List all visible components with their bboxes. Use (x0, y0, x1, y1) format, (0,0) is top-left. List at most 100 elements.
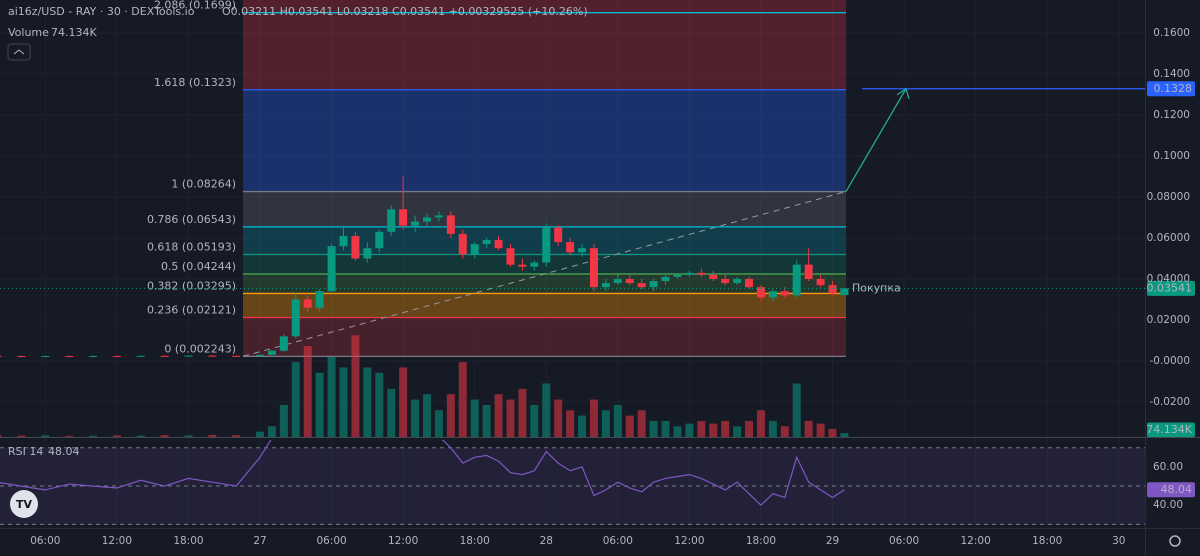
candle-body (160, 355, 169, 357)
candle-body (399, 209, 408, 226)
candle-body (315, 291, 324, 308)
candle-body (339, 235, 348, 247)
volume-bar (637, 410, 646, 437)
candle-body (792, 264, 801, 296)
x-tick-label: 18:00 (1032, 535, 1062, 547)
candle-body (578, 248, 587, 253)
fib-level-label: 0.5 (0.04244) (161, 260, 236, 273)
volume-bar (351, 335, 360, 437)
candle-body (721, 278, 730, 284)
candle-body (375, 231, 384, 249)
x-tick-label: 18:00 (173, 535, 203, 547)
x-tick-label: 12:00 (102, 535, 132, 547)
y-tick-label: 0.1200 (1153, 109, 1190, 121)
rsi-label: RSI 14 (8, 445, 43, 458)
rsi-badge-bg (1147, 482, 1195, 498)
volume-bar (291, 362, 300, 437)
symbol-title[interactable]: ai16z/USD - RAY · 30 · DEXTools.io (8, 5, 195, 18)
trend-line (242, 191, 847, 357)
x-tick-label: 18:00 (460, 535, 490, 547)
candle-body (649, 281, 658, 288)
candle-body (816, 278, 825, 286)
candle-body (589, 248, 598, 288)
volume-bar (112, 435, 121, 437)
candle-body (136, 355, 145, 357)
y-tick-label: 0.06000 (1147, 232, 1190, 244)
candle-body (89, 356, 98, 358)
volume-bar (566, 410, 575, 437)
rsi-badge: 48.04 (1161, 483, 1193, 496)
candle-body (613, 278, 622, 284)
x-tick-label: 06:00 (30, 535, 60, 547)
volume-bar (733, 426, 742, 437)
target-badge: 0.1328 (1154, 82, 1193, 95)
volume-bar (279, 404, 288, 437)
candle-body (566, 242, 575, 253)
y-tick-label: -0.0000 (1149, 355, 1190, 367)
volume-bar (387, 388, 396, 437)
volume-bar (625, 415, 634, 437)
y-tick-label: 0.04000 (1147, 273, 1190, 285)
fib-level-label: 0.786 (0.06543) (147, 213, 236, 226)
y-tick-label: 0.08000 (1147, 191, 1190, 203)
x-tick-label: 18:00 (746, 535, 776, 547)
volume-bar (327, 356, 336, 437)
volume-bar (375, 372, 384, 437)
volume-bar (780, 426, 789, 437)
volume-bar (136, 435, 145, 437)
volume-bar (840, 433, 849, 437)
volume-bar (589, 399, 598, 437)
volume-bar (41, 435, 50, 437)
rsi-tick-label: 40.00 (1153, 499, 1183, 511)
candle-body (828, 285, 837, 294)
volume-bar (673, 426, 682, 437)
volume-bar (232, 435, 241, 437)
candle-body (482, 240, 491, 245)
fib-level-label: 0 (0.002243) (164, 342, 236, 355)
logo[interactable] (10, 490, 38, 518)
volume-bar (458, 362, 467, 437)
volume-bar (756, 410, 765, 437)
volume-bar (661, 420, 670, 437)
fib-zone (243, 293, 846, 318)
volume-bar (184, 435, 193, 437)
price-badge-bg (1147, 280, 1195, 296)
y-tick-label: 0.02000 (1147, 314, 1190, 326)
volume-bar (542, 383, 551, 437)
candle-body (780, 291, 789, 296)
volume-bar (339, 367, 348, 437)
volume-bar (745, 420, 754, 437)
candle-body (41, 356, 50, 358)
volume-bar (601, 410, 610, 437)
volume-bar (697, 420, 706, 437)
volume-bar (554, 399, 563, 437)
fib-level-label: 0.382 (0.03295) (147, 279, 236, 292)
x-tick-label: 06:00 (603, 535, 633, 547)
candle-body (733, 278, 742, 284)
candle-body (697, 272, 706, 275)
collapse-button[interactable] (7, 43, 31, 61)
ohlc-legend: O0.03211 H0.03541 L0.03218 C0.03541 +0.0… (222, 5, 588, 18)
candle-body (470, 244, 479, 255)
volume-bar (267, 426, 276, 437)
rsi-line (0, 440, 845, 507)
fib-level-label: 1.618 (0.1323) (154, 76, 236, 89)
x-tick-label: 12:00 (388, 535, 418, 547)
x-tick-label: 29 (826, 535, 839, 547)
candle-body (434, 215, 443, 218)
fib-zone (243, 191, 846, 227)
fib-zone (243, 89, 846, 192)
volume-bar (685, 423, 694, 437)
settings-icon[interactable] (1169, 535, 1181, 547)
x-tick-label: 06:00 (889, 535, 919, 547)
price-badge: 0.03541 (1147, 281, 1193, 294)
arrow-head (896, 87, 910, 99)
candle-body (267, 350, 276, 355)
volume-bar (0, 435, 2, 437)
x-tick-label: 30 (1112, 535, 1125, 547)
y-tick-label: 0.1000 (1153, 150, 1190, 162)
fib-level-label: 2.086 (0.1699) (154, 0, 236, 12)
volume-bar (160, 435, 169, 437)
volume-bar (709, 423, 718, 437)
candle-body (601, 283, 610, 288)
